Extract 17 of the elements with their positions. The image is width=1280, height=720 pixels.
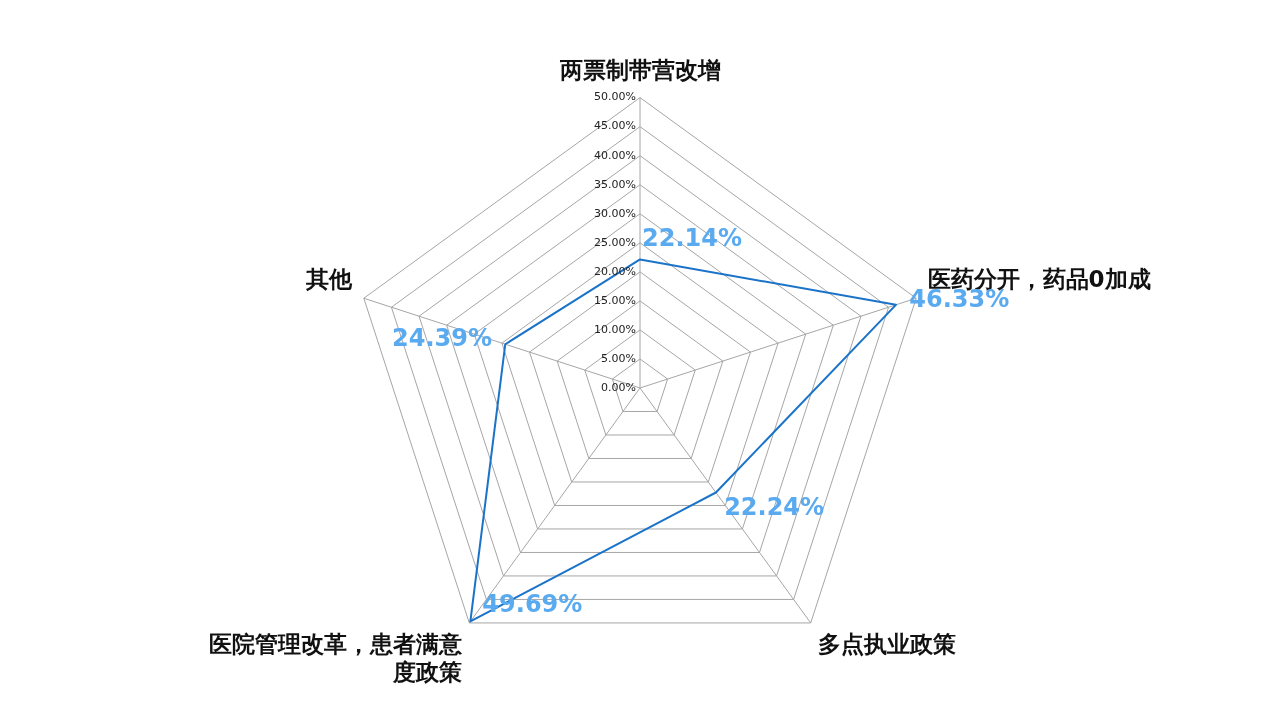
y-tick-label: 5.00% [601, 351, 636, 365]
y-tick-label: 15.00% [594, 293, 636, 307]
spoke-label: 多点执业政策 [817, 631, 956, 658]
spoke-label: 其他 [305, 265, 354, 292]
spoke-label: 医院管理改革，患者满意度政策 [209, 631, 464, 686]
spoke-label: 两票制带营改增 [558, 56, 721, 83]
y-tick-label: 35.00% [594, 177, 636, 191]
data-label: 22.24% [724, 492, 825, 521]
y-tick-label: 30.00% [594, 206, 636, 220]
y-tick-label: 45.00% [594, 119, 636, 133]
y-tick-label: 0.00% [601, 380, 636, 394]
y-tick-label: 25.00% [594, 235, 636, 249]
data-label: 22.14% [642, 223, 742, 252]
y-tick-label: 40.00% [594, 148, 636, 162]
y-tick-label: 50.00% [594, 90, 636, 104]
data-label: 24.39% [391, 324, 492, 353]
y-tick-label: 10.00% [594, 322, 636, 336]
